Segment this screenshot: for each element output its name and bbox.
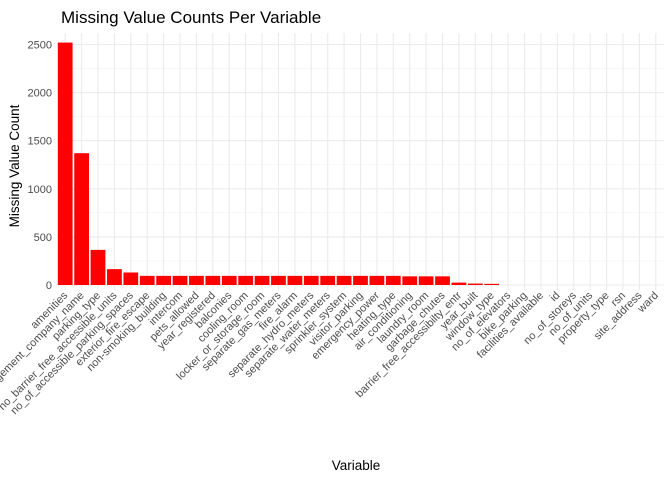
bar: [467, 283, 483, 285]
bar: [172, 275, 188, 285]
bar: [156, 275, 172, 285]
y-tick-label: 1000: [28, 184, 52, 196]
bar: [271, 275, 286, 285]
bar: [189, 275, 204, 285]
y-axis-title: Missing Value Count: [7, 104, 22, 227]
bars: [57, 42, 500, 285]
bar: [418, 276, 434, 285]
bar: [57, 42, 73, 285]
y-tick-label: 2000: [28, 88, 52, 100]
y-axis-ticks: 0 500 1000 1500 2000 2500: [28, 40, 52, 293]
y-tick-label: 500: [34, 232, 52, 244]
bar: [123, 272, 139, 285]
bar: [90, 249, 106, 285]
bar: [303, 275, 319, 285]
y-tick-label: 1500: [28, 136, 52, 148]
y-tick-label: 0: [46, 280, 52, 292]
bar: [74, 153, 89, 285]
bar: [287, 275, 303, 285]
bar: [451, 282, 467, 285]
bar: [369, 275, 385, 285]
chart-title: Missing Value Counts Per Variable: [61, 8, 321, 27]
bar: [336, 275, 352, 285]
bar: [320, 275, 336, 285]
bar: [221, 275, 237, 285]
bar: [402, 276, 418, 285]
bar: [139, 275, 155, 285]
y-tick-label: 2500: [28, 40, 52, 52]
x-axis-title: Variable: [332, 458, 381, 473]
bar: [385, 275, 401, 285]
bar: [107, 269, 122, 285]
bar: [254, 275, 270, 285]
bar: [353, 275, 368, 285]
bar: [435, 276, 450, 285]
bar: [205, 275, 221, 285]
bar: [238, 275, 254, 285]
bar: [484, 283, 500, 285]
